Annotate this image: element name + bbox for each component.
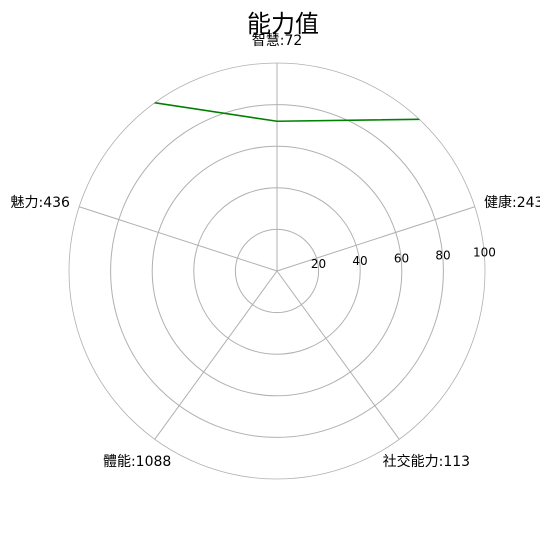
axis-label-1: 健康:243 (484, 194, 540, 211)
axis-line-3 (154, 270, 278, 440)
radar-axis-labels: 智慧:72 健康:243 社交能力:113 體能:1088 魅力:436 (11, 33, 540, 470)
axis-line-1 (276, 206, 475, 272)
radar-axes (79, 63, 475, 440)
tick-label-60: 60 (394, 251, 409, 265)
axis-label-0: 智慧:72 (252, 33, 303, 49)
axis-label-4: 魅力:436 (11, 195, 71, 211)
tick-label-100: 100 (473, 245, 496, 259)
tick-label-40: 40 (352, 254, 367, 268)
axis-label-3: 體能:1088 (103, 454, 171, 470)
tick-label-80: 80 (435, 248, 450, 262)
axis-line-2 (276, 270, 400, 440)
axis-label-2: 社交能力:113 (383, 453, 470, 470)
radar-tick-labels: 20 40 60 80 100 (311, 245, 496, 271)
tick-label-20: 20 (311, 257, 326, 271)
chart-title: 能力值 (247, 10, 319, 38)
axis-line-4 (79, 206, 278, 272)
